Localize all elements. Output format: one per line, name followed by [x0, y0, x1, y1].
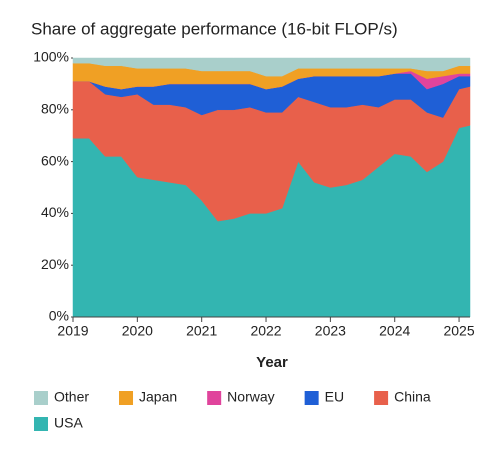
chart-title: Share of aggregate performance (16-bit F…: [31, 19, 398, 38]
x-tick-label: 2024: [379, 323, 410, 339]
legend-label: Other: [54, 389, 89, 405]
legend-item: Other: [34, 389, 89, 405]
x-axis-label: Year: [256, 354, 288, 371]
x-tick-label: 2019: [57, 323, 88, 339]
y-tick-label: 60%: [41, 152, 69, 168]
y-tick-label: 100%: [33, 49, 69, 65]
legend-item: Norway: [207, 389, 275, 405]
x-tick-label: 2023: [315, 323, 346, 339]
legend-label: China: [394, 389, 431, 405]
legend-swatch: [374, 391, 389, 405]
legend-label: Norway: [227, 389, 274, 405]
area: [72, 57, 471, 77]
x-tick-label: 2022: [250, 323, 281, 339]
y-tick-label: 0%: [49, 308, 69, 324]
y-tick-label: 20%: [41, 256, 69, 272]
legend-item: China: [374, 389, 431, 405]
x-tick-label: 2021: [186, 323, 217, 339]
legend-swatch: [207, 391, 222, 405]
legend-swatch: [34, 391, 48, 405]
y-tick-label: 40%: [41, 204, 69, 220]
legend-swatch: [304, 391, 319, 405]
x-tick-label: 2025: [443, 323, 474, 339]
x-tick-label: 2020: [122, 323, 153, 339]
legend-label: Japan: [139, 389, 177, 405]
legend-item: EU: [304, 389, 344, 405]
legend-label: EU: [325, 389, 344, 405]
legend-label: USA: [54, 415, 83, 431]
legend-swatch: [119, 391, 134, 405]
legend-item: USA: [34, 415, 83, 431]
legend-item: Japan: [119, 389, 177, 405]
y-tick-label: 80%: [41, 101, 69, 117]
legend-swatch: [34, 417, 48, 431]
